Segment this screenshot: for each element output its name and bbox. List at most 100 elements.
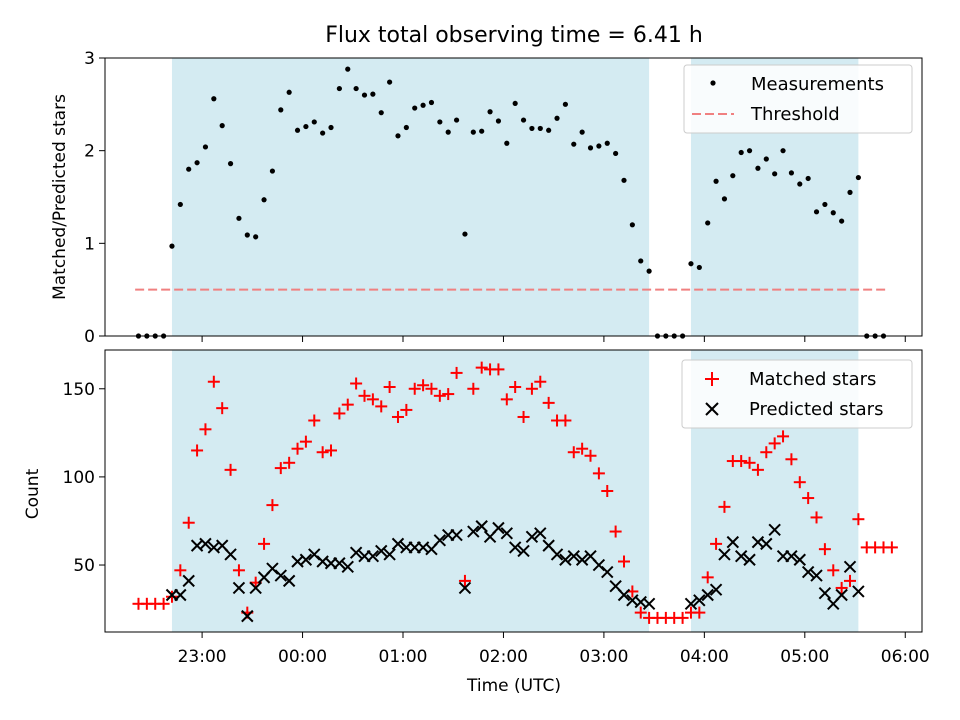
predicted-point — [249, 581, 262, 595]
matched-point — [358, 389, 371, 402]
measurement-point — [261, 197, 267, 203]
y-tick-label: 1 — [84, 234, 95, 254]
measurement-point — [839, 218, 845, 224]
matched-point — [852, 513, 865, 526]
measurement-point — [646, 268, 652, 274]
matched-point — [291, 442, 304, 455]
matched-point — [375, 400, 388, 413]
measurement-point — [186, 166, 192, 172]
matched-point — [266, 499, 279, 512]
measurement-point — [797, 181, 803, 187]
predicted-point — [174, 588, 187, 602]
predicted-point — [810, 569, 823, 582]
measurement-point — [202, 144, 209, 150]
matched-point — [316, 446, 329, 459]
measurement-point — [512, 100, 518, 107]
measurement-point — [428, 99, 435, 106]
predicted-point — [282, 574, 296, 588]
predicted-point — [642, 597, 656, 611]
legend-matched-marker — [705, 372, 719, 386]
observing-window-shade — [171, 58, 650, 336]
measurement-point — [479, 128, 485, 134]
matched-point — [366, 393, 379, 406]
measurement-point — [353, 85, 359, 92]
measurement-point — [504, 140, 510, 146]
matched-point — [207, 375, 220, 388]
measurement-point — [219, 123, 225, 129]
matched-point — [308, 414, 321, 427]
measurement-point — [445, 129, 451, 135]
top-y-axis-label: Matched/Predicted stars — [50, 94, 70, 300]
matched-point — [283, 456, 296, 469]
matched-point — [810, 511, 823, 524]
legend-predicted-marker — [705, 402, 719, 416]
matched-point — [400, 403, 413, 416]
measurement-point — [755, 165, 761, 171]
y-tick-label: 150 — [63, 380, 95, 400]
measurement-point — [520, 117, 527, 123]
measurement-point — [311, 119, 317, 125]
measurement-point — [361, 92, 368, 98]
matched-point — [325, 444, 338, 457]
y-tick-label: 3 — [84, 49, 95, 69]
measurement-point — [303, 123, 309, 130]
measurement-point — [320, 130, 326, 136]
predicted-point — [224, 548, 237, 561]
predicted-point — [341, 560, 354, 573]
measurement-point — [546, 127, 552, 133]
y-tick-label: 50 — [73, 556, 95, 576]
x-tick-label: 02:00 — [479, 647, 528, 667]
matched-point — [425, 382, 438, 395]
measurement-point — [537, 125, 543, 132]
matched-point — [274, 462, 287, 475]
matched-point — [584, 449, 597, 462]
measurement-point — [286, 89, 292, 95]
measurement-point — [211, 96, 217, 102]
predicted-point — [274, 569, 287, 582]
x-tick-label: 00:00 — [278, 647, 327, 667]
predicted-point — [475, 520, 488, 533]
predicted-point — [684, 597, 698, 611]
y-tick-label: 100 — [63, 468, 95, 488]
measurement-point — [788, 170, 795, 176]
measurement-point — [596, 143, 602, 149]
matched-point — [844, 574, 857, 587]
measurement-point — [387, 79, 393, 85]
measurement-point — [169, 243, 175, 249]
matched-point — [333, 407, 346, 420]
measurement-point — [613, 150, 619, 157]
measurement-point — [688, 261, 694, 267]
legend-threshold-label: Threshold — [750, 104, 840, 125]
matched-point — [768, 437, 781, 450]
matched-point — [517, 410, 530, 423]
predicted-point — [835, 588, 848, 602]
x-tick-label: 23:00 — [178, 647, 227, 667]
matched-point — [191, 444, 204, 457]
predicted-point — [433, 534, 447, 547]
matched-point — [232, 564, 245, 577]
matched-point — [818, 543, 831, 556]
top-panel-frame — [104, 57, 923, 337]
measurement-point — [412, 105, 418, 111]
x-tick-label: 01:00 — [379, 647, 428, 667]
predicted-point — [709, 583, 723, 596]
matched-point — [450, 366, 463, 379]
top-legend-box — [683, 64, 913, 134]
measurement-point — [629, 222, 635, 228]
bottom-panel: 50 100 150 23:00 00:00 01:00 02:00 03:00 04:00 05… — [23, 349, 930, 696]
measurement-point — [495, 118, 502, 124]
measurement-point — [721, 196, 728, 202]
predicted-point — [818, 587, 832, 600]
matched-point — [442, 388, 455, 401]
matched-point — [165, 590, 178, 603]
matched-point — [492, 363, 505, 376]
legend-measurements-label: Measurements — [751, 74, 884, 95]
measurement-point — [194, 160, 200, 166]
measurement-point — [696, 264, 702, 271]
measurement-point — [370, 91, 376, 97]
matched-point — [299, 435, 312, 448]
matched-point — [350, 377, 363, 390]
predicted-point — [458, 581, 472, 595]
matched-point — [634, 606, 647, 619]
predicted-point — [199, 537, 212, 551]
